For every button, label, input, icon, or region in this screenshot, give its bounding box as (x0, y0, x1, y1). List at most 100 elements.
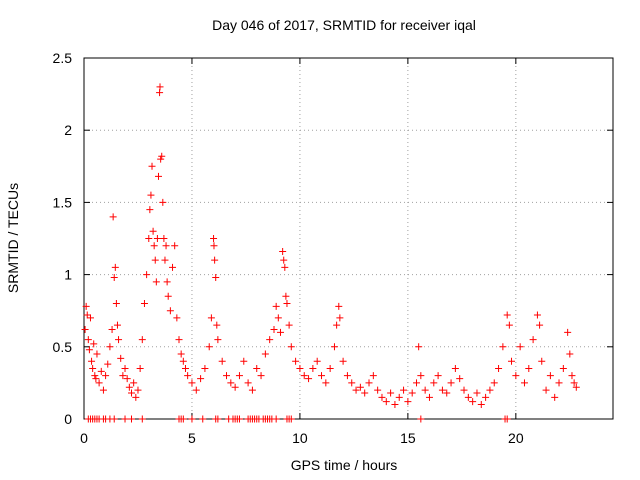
data-point (86, 314, 94, 322)
data-point (276, 328, 284, 336)
data-point (159, 198, 167, 206)
data-point (335, 302, 343, 310)
data-point (352, 386, 360, 394)
data-point (227, 379, 235, 387)
data-point (408, 389, 416, 397)
data-point (261, 350, 269, 358)
x-tick-label: 0 (80, 430, 88, 446)
data-point (551, 393, 559, 401)
data-point (88, 357, 96, 365)
data-point (146, 206, 154, 214)
data-point (382, 398, 390, 406)
y-tick-label: 0 (64, 411, 72, 427)
data-point (95, 379, 103, 387)
data-point (110, 415, 118, 423)
data-point (83, 311, 91, 319)
data-point (570, 379, 578, 387)
data-point (512, 372, 520, 380)
data-point (152, 278, 160, 286)
data-point (280, 256, 288, 264)
data-point (157, 155, 165, 163)
data-point (300, 372, 308, 380)
x-tick-label: 20 (508, 430, 524, 446)
data-point (391, 401, 399, 409)
data-point (89, 364, 97, 372)
data-point (211, 256, 219, 264)
data-point (499, 343, 507, 351)
data-point (281, 263, 289, 271)
data-point (309, 364, 317, 372)
data-point (175, 336, 183, 344)
data-point (272, 415, 280, 423)
data-point (164, 292, 172, 300)
data-point (330, 343, 338, 351)
data-point (343, 372, 351, 380)
data-point (147, 191, 155, 199)
data-point (197, 375, 205, 383)
data-point (181, 364, 189, 372)
data-point (538, 357, 546, 365)
data-point (207, 314, 215, 322)
data-point (143, 271, 151, 279)
data-point (156, 83, 164, 91)
data-point (82, 302, 90, 310)
data-point (132, 393, 140, 401)
data-point (81, 325, 89, 333)
data-point (473, 389, 481, 397)
data-point (566, 350, 574, 358)
data-point (270, 325, 278, 333)
data-point (115, 336, 123, 344)
data-point (212, 273, 220, 281)
data-point (287, 343, 295, 351)
data-points (81, 83, 580, 423)
y-axis-label: SRMTID / TECUs (5, 183, 21, 293)
data-point (150, 242, 158, 250)
data-point (173, 314, 181, 322)
data-point (109, 213, 117, 221)
data-point (117, 354, 125, 362)
data-point (210, 235, 218, 242)
data-point (136, 364, 144, 372)
data-point (482, 393, 490, 401)
data-point (104, 360, 112, 368)
data-point (464, 393, 472, 401)
data-point (322, 379, 330, 387)
data-point (199, 415, 207, 423)
data-point (395, 393, 403, 401)
data-point (205, 343, 213, 351)
data-point (192, 386, 200, 394)
data-point (162, 242, 170, 250)
data-point (434, 372, 442, 380)
data-point (108, 325, 116, 333)
data-point (138, 336, 146, 344)
data-point (326, 364, 334, 372)
data-point (555, 379, 563, 387)
data-point (505, 321, 513, 329)
data-point (272, 302, 280, 310)
data-point (166, 307, 174, 315)
data-point (201, 364, 209, 372)
data-point (140, 299, 148, 307)
data-point (430, 379, 438, 387)
data-point (145, 235, 153, 242)
data-point (508, 357, 516, 365)
data-point (121, 415, 129, 423)
data-point (536, 321, 544, 329)
x-tick-label: 5 (188, 430, 196, 446)
data-point (149, 227, 157, 235)
data-point (417, 415, 425, 423)
data-point (415, 343, 423, 351)
data-point (210, 242, 218, 250)
data-point (486, 386, 494, 394)
data-point (112, 299, 120, 307)
data-point (138, 415, 146, 423)
data-point (214, 415, 222, 423)
data-point (438, 386, 446, 394)
data-point (253, 364, 261, 372)
x-axis-label: GPS time / hours (291, 457, 398, 473)
data-point (274, 314, 282, 322)
data-point (93, 350, 101, 358)
grid (84, 58, 613, 419)
